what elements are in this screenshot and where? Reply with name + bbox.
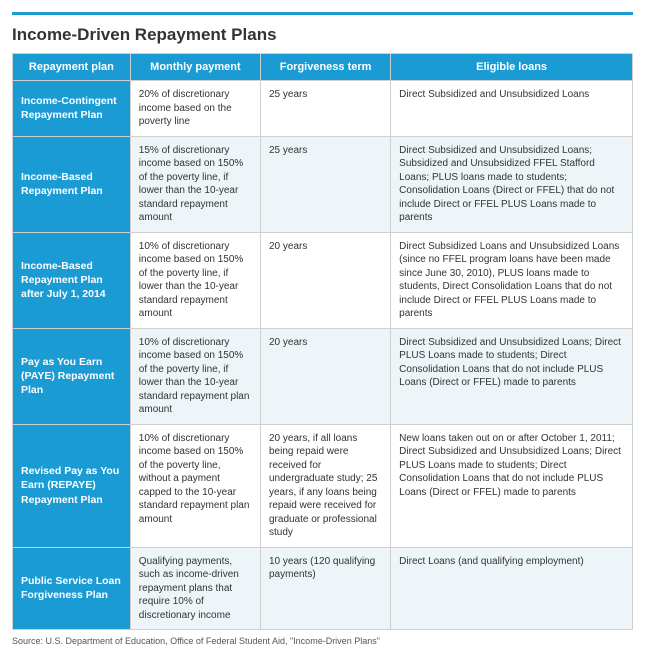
col-header-term: Forgiveness term <box>260 54 390 81</box>
cell-plan: Pay as You Earn (PAYE) Repayment Plan <box>13 328 131 424</box>
cell-plan: Income-Contingent Repayment Plan <box>13 81 131 137</box>
cell-term: 25 years <box>260 136 390 232</box>
cell-term: 20 years <box>260 232 390 328</box>
cell-term: 20 years <box>260 328 390 424</box>
col-header-plan: Repayment plan <box>13 54 131 81</box>
col-header-loans: Eligible loans <box>391 54 633 81</box>
table-header-row: Repayment plan Monthly payment Forgivene… <box>13 54 633 81</box>
table-row: Income-Contingent Repayment Plan 20% of … <box>13 81 633 137</box>
source-text: Source: U.S. Department of Education, Of… <box>12 636 633 646</box>
cell-loans: Direct Subsidized and Unsubsidized Loans… <box>391 136 633 232</box>
cell-term: 25 years <box>260 81 390 137</box>
cell-loans: Direct Loans (and qualifying employment) <box>391 547 633 630</box>
cell-plan: Revised Pay as You Earn (REPAYE) Repayme… <box>13 424 131 547</box>
cell-payment: 15% of discretionary income based on 150… <box>130 136 260 232</box>
table-row: Income-Based Repayment Plan 15% of discr… <box>13 136 633 232</box>
cell-payment: 10% of discretionary income based on 150… <box>130 328 260 424</box>
cell-payment: 10% of discretionary income based on 150… <box>130 232 260 328</box>
repayment-table: Repayment plan Monthly payment Forgivene… <box>12 53 633 630</box>
table-row: Income-Based Repayment Plan after July 1… <box>13 232 633 328</box>
cell-plan: Public Service Loan Forgiveness Plan <box>13 547 131 630</box>
cell-term: 20 years, if all loans being repaid were… <box>260 424 390 547</box>
cell-loans: Direct Subsidized and Unsubsidized Loans… <box>391 328 633 424</box>
table-row: Revised Pay as You Earn (REPAYE) Repayme… <box>13 424 633 547</box>
cell-payment: 20% of discretionary income based on the… <box>130 81 260 137</box>
cell-plan: Income-Based Repayment Plan after July 1… <box>13 232 131 328</box>
cell-loans: Direct Subsidized and Unsubsidized Loans <box>391 81 633 137</box>
cell-term: 10 years (120 qualifying payments) <box>260 547 390 630</box>
col-header-payment: Monthly payment <box>130 54 260 81</box>
table-row: Pay as You Earn (PAYE) Repayment Plan 10… <box>13 328 633 424</box>
cell-payment: Qualifying payments, such as income-driv… <box>130 547 260 630</box>
cell-loans: New loans taken out on or after October … <box>391 424 633 547</box>
page-title: Income-Driven Repayment Plans <box>12 25 633 45</box>
top-rule <box>12 12 633 15</box>
cell-payment: 10% of discretionary income based on 150… <box>130 424 260 547</box>
cell-plan: Income-Based Repayment Plan <box>13 136 131 232</box>
cell-loans: Direct Subsidized Loans and Unsubsidized… <box>391 232 633 328</box>
table-row: Public Service Loan Forgiveness Plan Qua… <box>13 547 633 630</box>
